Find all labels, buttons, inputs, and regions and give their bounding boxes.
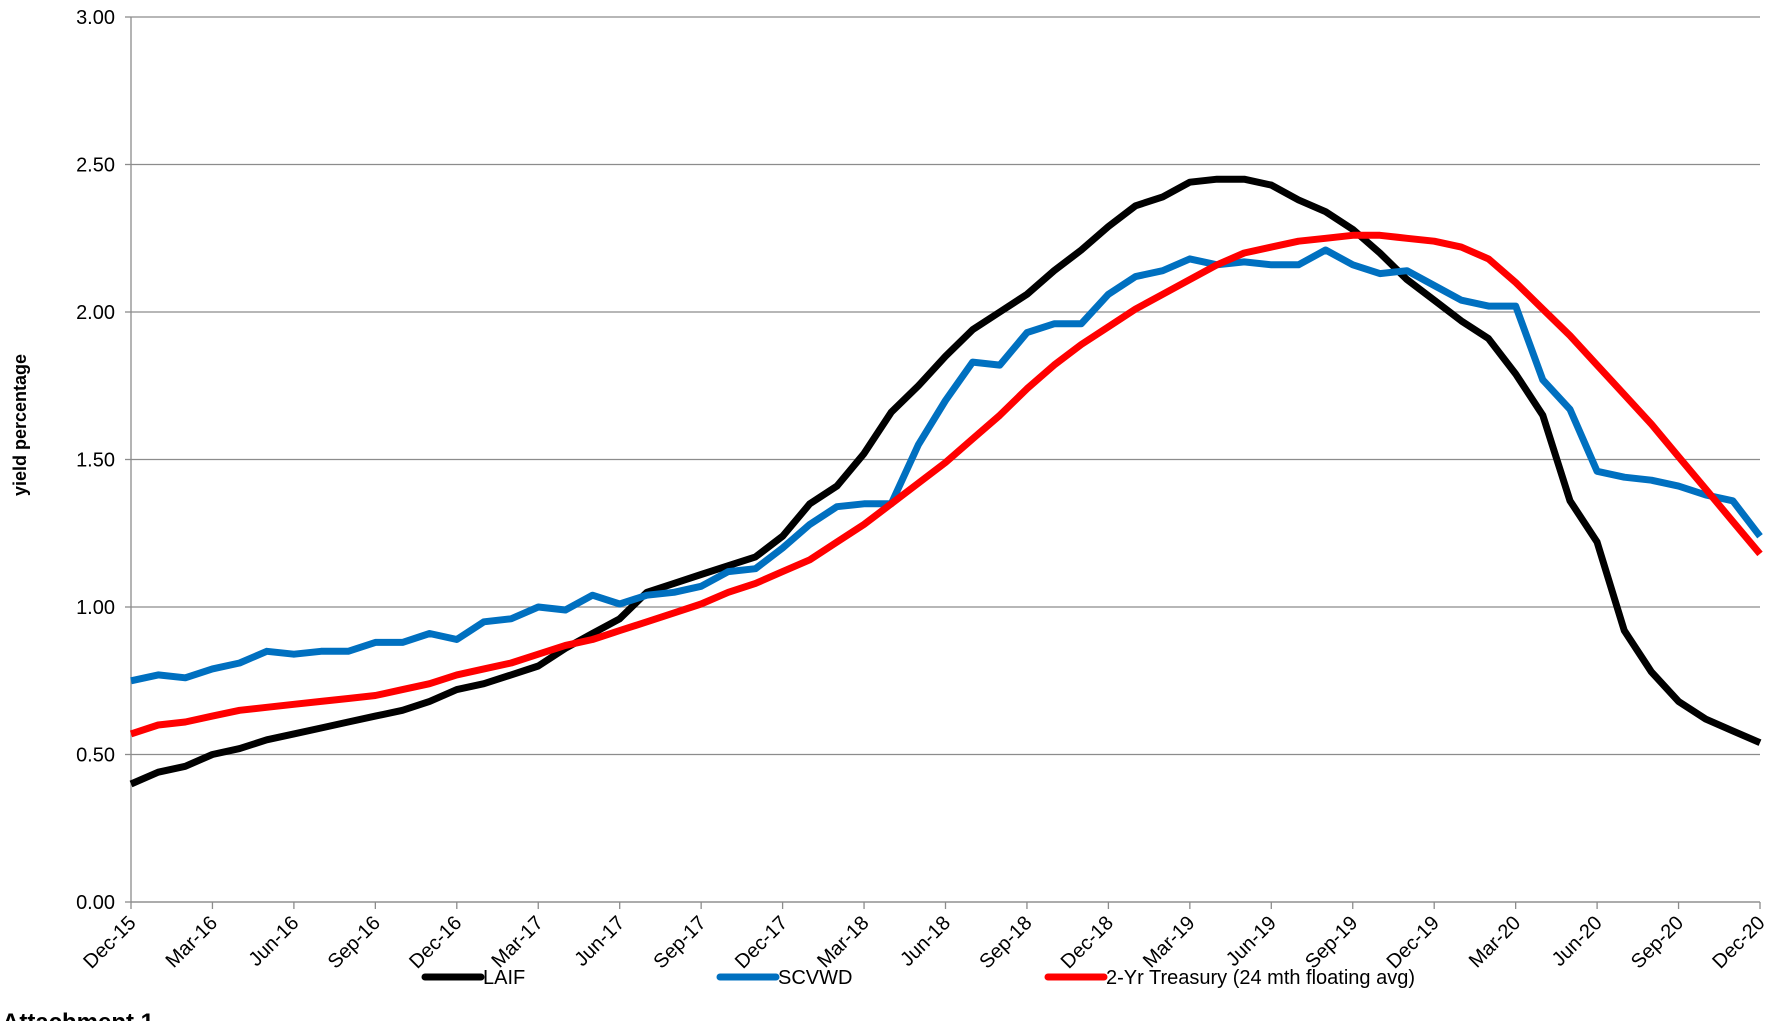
x-tick-label: Sep-19 bbox=[1301, 912, 1362, 973]
x-tick-label: Dec-17 bbox=[731, 912, 792, 973]
series-line bbox=[130, 246, 1763, 685]
x-tick-label: Jun-18 bbox=[896, 912, 955, 971]
x-tick-label: Mar-17 bbox=[487, 912, 547, 972]
x-tick-label: Jun-19 bbox=[1222, 912, 1281, 971]
x-tick-label: Dec-15 bbox=[79, 912, 140, 973]
y-tick-label: 0.50 bbox=[76, 745, 115, 767]
y-axis-label: yield percentage bbox=[10, 354, 30, 496]
x-tick-label: Sep-17 bbox=[650, 912, 711, 973]
x-tick-label: Jun-20 bbox=[1548, 912, 1607, 971]
annotation: Attachment 1 bbox=[2, 1009, 154, 1021]
x-tick-label: Dec-18 bbox=[1057, 912, 1118, 973]
legend-label: SCVWD bbox=[778, 967, 852, 989]
legend-label: 2-Yr Treasury (24 mth floating avg) bbox=[1106, 967, 1415, 989]
legend-label: LAIF bbox=[483, 967, 525, 989]
x-tick-label: Dec-19 bbox=[1383, 912, 1444, 973]
y-tick-label: 3.00 bbox=[76, 7, 115, 29]
x-tick-label: Mar-20 bbox=[1465, 912, 1525, 972]
series-line bbox=[129, 231, 1763, 738]
x-tick-label: Mar-16 bbox=[162, 912, 222, 972]
y-tick-label: 1.00 bbox=[76, 597, 115, 619]
x-tick-label: Dec-20 bbox=[1708, 912, 1767, 973]
y-tick-label: 2.00 bbox=[76, 302, 115, 324]
x-tick-label: Mar-19 bbox=[1139, 912, 1199, 972]
x-tick-label: Dec-16 bbox=[405, 912, 466, 973]
x-tick-label: Jun-16 bbox=[245, 912, 304, 971]
series-line bbox=[129, 175, 1762, 788]
y-tick-label: 0.00 bbox=[76, 892, 115, 914]
x-tick-label: Sep-20 bbox=[1627, 912, 1688, 973]
x-tick-label: Mar-18 bbox=[813, 912, 873, 972]
x-tick-label: Sep-18 bbox=[975, 912, 1036, 973]
y-tick-label: 1.50 bbox=[76, 450, 115, 472]
x-tick-label: Sep-16 bbox=[324, 912, 385, 973]
x-tick-label: Jun-17 bbox=[570, 912, 629, 971]
y-tick-label: 2.50 bbox=[76, 155, 115, 177]
